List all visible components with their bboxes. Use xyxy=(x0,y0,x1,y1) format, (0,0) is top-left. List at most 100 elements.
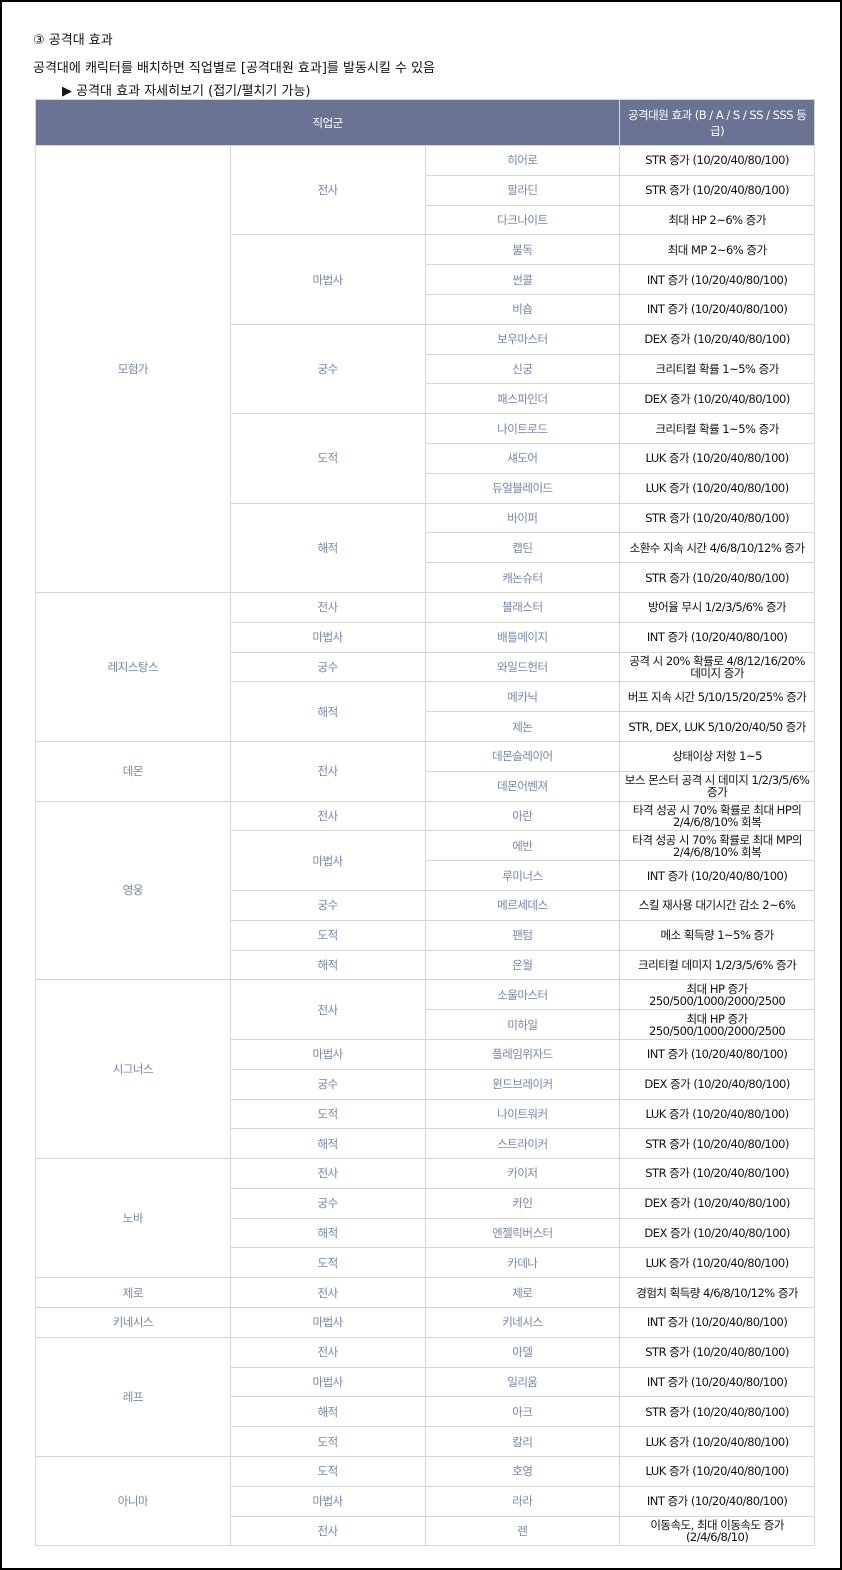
effect-cell: INT 증가 (10/20/40/80/100) xyxy=(619,264,815,295)
row: 노바 전사 카이저 STR 증가 (10/20/40/80/100) xyxy=(35,1158,815,1279)
effect-cell: INT 증가 (10/20/40/80/100) xyxy=(619,1485,815,1517)
row: 아니마 도적 호영 LUK 증가 (10/20/40/80/100) xyxy=(35,1456,815,1547)
job-cell: 다크나이트 xyxy=(424,204,621,236)
effect-cell: INT 증가 (10/20/40/80/100) xyxy=(619,1366,815,1398)
job-cell: 불독 xyxy=(424,234,621,266)
effect-cell: INT 증가 (10/20/40/80/100) xyxy=(619,1307,815,1338)
row: 마법사 배틀메이지 INT 증가 (10/20/40/80/100) xyxy=(36,621,815,653)
effect-cell: STR 증가 (10/20/40/80/100) xyxy=(619,1396,815,1428)
effect-cell: STR 증가 (10/20/40/80/100) xyxy=(619,562,815,593)
class-cell: 궁수 xyxy=(229,1068,426,1100)
row: 루미너스 INT 증가 (10/20/40/80/100) xyxy=(36,860,815,891)
row: 도적 팬텀 메소 획득량 1~5% 증가 xyxy=(36,919,815,951)
effect-cell: DEX 증가 (10/20/40/80/100) xyxy=(619,383,815,415)
effect-cell: LUK 증가 (10/20/40/80/100) xyxy=(619,1456,815,1487)
class-cell: 전사 xyxy=(229,979,426,1040)
class-cell: 전사 xyxy=(229,740,426,802)
effect-cell: LUK 증가 (10/20/40/80/100) xyxy=(619,442,815,474)
row: 도적 카데나 LUK 증가 (10/20/40/80/100) xyxy=(36,1247,815,1279)
job-cell: 제논 xyxy=(424,711,621,742)
job-cell: 은월 xyxy=(424,949,621,981)
row: 캡틴 소환수 지속 시간 4/6/8/10/12% 증가 xyxy=(36,532,815,564)
job-cell: 칼리 xyxy=(424,1426,621,1458)
group-cell: 모험가 xyxy=(35,145,231,593)
job-cell: 와일드헌터 xyxy=(424,651,621,683)
class-cell: 마법사 xyxy=(229,1485,426,1517)
class-cell: 궁수 xyxy=(229,651,426,683)
job-cell: 데몬어벤져 xyxy=(424,770,621,802)
effect-cell: 보스 몬스터 공격 시 데미지 1/2/3/5/6% 증가 xyxy=(619,770,815,802)
effect-cell: 스킬 재사용 대기시간 감소 2~6% xyxy=(619,889,815,921)
toggle[interactable]: ▶ 공격대 효과 자세히보기 (접기/펼치기 가능) xyxy=(62,84,311,99)
row: 키네시스 마법사 키네시스 INT 증가 (10/20/40/80/100) xyxy=(35,1307,815,1338)
row: 신궁 크리티컬 확률 1~5% 증가 xyxy=(36,353,815,385)
effect-cell: 최대 HP 증가 250/500/1000/2000/2500 xyxy=(619,979,815,1011)
row: 궁수 메르세데스 스킬 재사용 대기시간 감소 2~6% xyxy=(36,889,815,921)
effect-cell: DEX 증가 (10/20/40/80/100) xyxy=(619,323,815,355)
effect-cell: DEX 증가 (10/20/40/80/100) xyxy=(619,1187,815,1219)
job-cell: 나이트워커 xyxy=(424,1098,621,1130)
row: 비숍 INT 증가 (10/20/40/80/100) xyxy=(36,293,815,325)
job-cell: 메카닉 xyxy=(424,681,621,713)
job-cell: 카데나 xyxy=(424,1247,621,1279)
class-cell: 해적 xyxy=(229,681,426,742)
group-cell: 노바 xyxy=(35,1158,231,1279)
group-cell: 데몬 xyxy=(35,740,231,802)
header-cell: 공격대원 효과 (B / A / S / SS / SSS 등급) xyxy=(619,99,815,146)
row: 해적 스트라이커 STR 증가 (10/20/40/80/100) xyxy=(36,1128,815,1160)
job-cell: 렌 xyxy=(424,1515,621,1547)
job-cell: 듀얼블레이드 xyxy=(424,472,621,504)
job-cell: 아란 xyxy=(424,800,621,832)
effect-cell: DEX 증가 (10/20/40/80/100) xyxy=(619,1217,815,1249)
effect-cell: STR 증가 (10/20/40/80/100) xyxy=(619,1128,815,1160)
class-cell: 전사 xyxy=(229,1158,426,1189)
job-cell: 보우마스터 xyxy=(424,323,621,355)
job-cell: 섀도어 xyxy=(424,442,621,474)
job-cell: 키네시스 xyxy=(424,1307,621,1338)
effect-cell: LUK 증가 (10/20/40/80/100) xyxy=(619,1426,815,1458)
row: 영웅 전사 아란 타격 성공 시 70% 확률로 최대 HP의 2/4/6/8/10%… xyxy=(35,800,815,981)
effect-cell: STR, DEX, LUK 5/10/20/40/50 증가 xyxy=(619,711,815,742)
class-cell: 전사 xyxy=(229,144,426,236)
job-cell: 나이트로드 xyxy=(424,413,621,444)
row: 섀도어 LUK 증가 (10/20/40/80/100) xyxy=(36,442,815,474)
job-cell: 팬텀 xyxy=(424,919,621,951)
job-cell: 썬콜 xyxy=(424,264,621,295)
group-cell: 아니마 xyxy=(35,1456,231,1547)
row: 전사 렌 이동속도, 최대 이동속도 증가 (2/4/6/8/10) xyxy=(36,1515,815,1547)
class-cell: 궁수 xyxy=(229,1187,426,1219)
class-cell: 도적 xyxy=(229,1098,426,1130)
effect-cell: STR 증가 (10/20/40/80/100) xyxy=(619,174,815,206)
group-cell: 시그너스 xyxy=(35,979,231,1160)
group-cell: 제로 xyxy=(35,1277,231,1309)
job-cell: 아델 xyxy=(424,1336,621,1368)
effect-cell: LUK 증가 (10/20/40/80/100) xyxy=(619,1098,815,1130)
row: 제로 전사 제로 경험치 획득량 4/6/8/10/12% 증가 xyxy=(35,1277,815,1309)
class-cell: 마법사 xyxy=(229,234,426,325)
row: 미하일 최대 HP 증가 250/500/1000/2000/2500 xyxy=(36,1009,815,1040)
effect-cell: 크리티컬 데미지 1/2/3/5/6% 증가 xyxy=(619,949,815,981)
job-cell: 윈드브레이커 xyxy=(424,1068,621,1100)
class-cell: 해적 xyxy=(229,1217,426,1249)
row: 도적 나이트워커 LUK 증가 (10/20/40/80/100) xyxy=(36,1098,815,1130)
class-cell: 전사 xyxy=(229,1336,426,1368)
job-cell: 신궁 xyxy=(424,353,621,385)
job-cell: 제로 xyxy=(424,1277,621,1309)
job-cell: 미하일 xyxy=(424,1009,621,1040)
effect-cell: STR 증가 (10/20/40/80/100) xyxy=(619,1336,815,1368)
row: 레프 전사 아델 STR 증가 (10/20/40/80/100) xyxy=(35,1336,815,1458)
job-cell: 메르세데스 xyxy=(424,889,621,921)
job-cell: 배틀메이지 xyxy=(424,621,621,653)
class-cell: 마법사 xyxy=(229,1307,426,1338)
effect-cell: 크리티컬 확률 1~5% 증가 xyxy=(619,353,815,385)
row: 마법사 플레임위자드 INT 증가 (10/20/40/80/100) xyxy=(36,1038,815,1070)
row: 해적 바이퍼 STR 증가 (10/20/40/80/100) xyxy=(36,502,815,593)
row: 제논 STR, DEX, LUK 5/10/20/40/50 증가 xyxy=(36,711,815,742)
row: 해적 아크 STR 증가 (10/20/40/80/100) xyxy=(36,1396,815,1428)
row: 마법사 일리움 INT 증가 (10/20/40/80/100) xyxy=(36,1366,815,1398)
class-cell: 전사 xyxy=(229,591,426,623)
row: 듀얼블레이드 LUK 증가 (10/20/40/80/100) xyxy=(36,472,815,504)
row: 캐논슈터 STR 증가 (10/20/40/80/100) xyxy=(36,562,815,593)
job-cell: 팔라딘 xyxy=(424,174,621,206)
class-cell: 도적 xyxy=(229,919,426,951)
